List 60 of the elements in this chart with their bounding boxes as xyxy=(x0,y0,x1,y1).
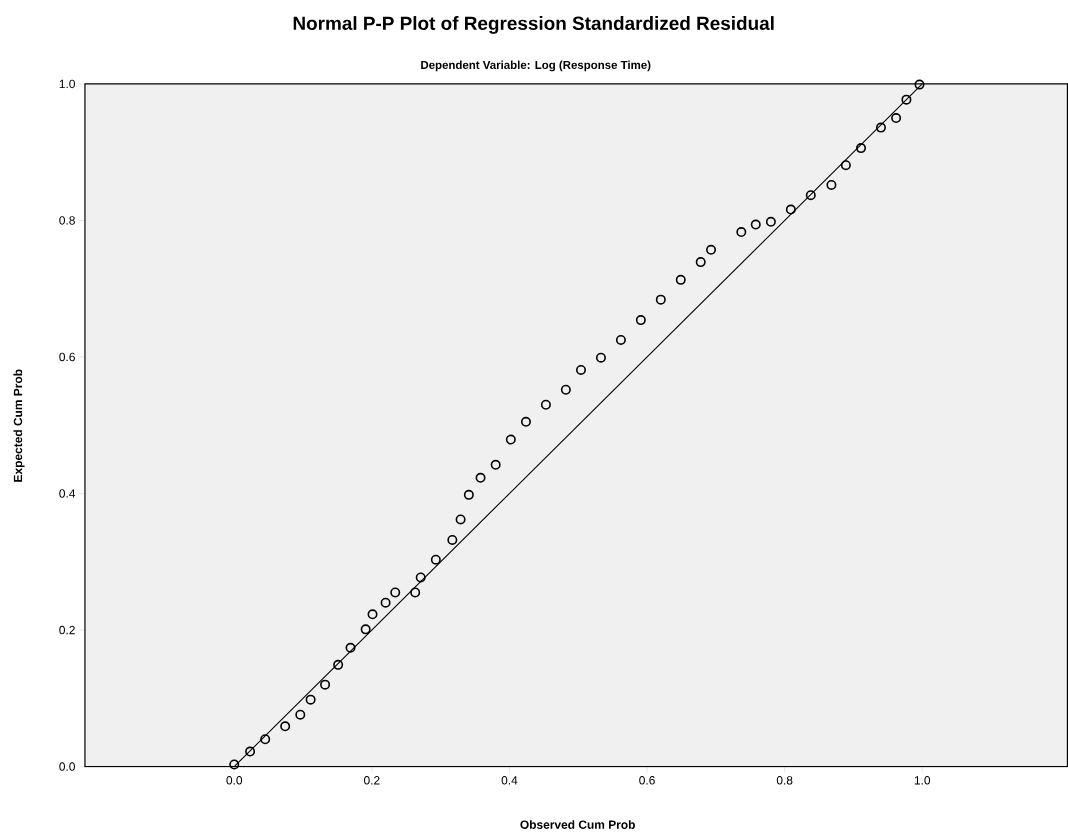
x-tick-label: 0.0 xyxy=(226,776,243,785)
point xyxy=(750,219,761,230)
point xyxy=(856,143,867,154)
point xyxy=(615,335,626,346)
point xyxy=(447,535,458,546)
point xyxy=(415,572,426,583)
point xyxy=(875,122,886,133)
point xyxy=(229,759,240,770)
x-tick-label: 0.4 xyxy=(501,776,518,785)
point xyxy=(345,643,356,654)
chart-subtitle: Dependent Variable: Log (Response Time) xyxy=(421,60,651,72)
point xyxy=(380,597,391,608)
x-tick-label: 0.6 xyxy=(639,776,655,785)
point xyxy=(463,490,474,501)
point xyxy=(675,275,686,286)
point xyxy=(305,694,316,705)
point xyxy=(540,400,551,410)
point xyxy=(410,587,421,598)
y-tick-label: 0.0 xyxy=(59,762,75,772)
point xyxy=(245,746,256,757)
point xyxy=(560,384,571,395)
point xyxy=(360,624,371,635)
y-tick-label: 0.6 xyxy=(59,352,75,362)
point xyxy=(390,587,401,598)
x-tick-label: 0.8 xyxy=(776,776,793,785)
point xyxy=(635,315,646,326)
point xyxy=(785,204,796,215)
point xyxy=(475,473,486,484)
x-tick-label: 0.2 xyxy=(364,776,380,785)
point xyxy=(695,257,706,268)
x-tick-label: 1.0 xyxy=(914,776,931,785)
point xyxy=(333,660,344,671)
point xyxy=(576,365,586,376)
point xyxy=(320,679,331,690)
y-tick-label: 0.8 xyxy=(59,216,75,225)
point xyxy=(455,514,466,525)
point xyxy=(901,94,912,105)
point xyxy=(595,352,606,363)
point xyxy=(765,217,776,228)
point xyxy=(260,734,271,745)
x-axis-title: Observed Cum Prob xyxy=(520,820,635,830)
point xyxy=(520,417,531,428)
y-tick-label: 1.0 xyxy=(59,79,75,89)
point xyxy=(805,190,816,201)
point xyxy=(490,460,501,471)
point xyxy=(706,245,717,256)
point xyxy=(280,721,291,732)
point xyxy=(367,609,378,620)
point xyxy=(505,434,516,445)
point xyxy=(891,113,902,124)
point xyxy=(430,554,441,565)
point xyxy=(826,180,837,191)
y-tick-label: 0.2 xyxy=(59,626,75,635)
y-tick-label: 0.4 xyxy=(59,489,76,498)
point xyxy=(736,227,747,238)
y-axis-title: Expected Cum Prob xyxy=(13,369,25,482)
chart-title: Normal P-P Plot of Regression Standardized Residual xyxy=(293,16,774,35)
point xyxy=(295,709,306,720)
point xyxy=(655,294,666,305)
point xyxy=(840,160,851,171)
